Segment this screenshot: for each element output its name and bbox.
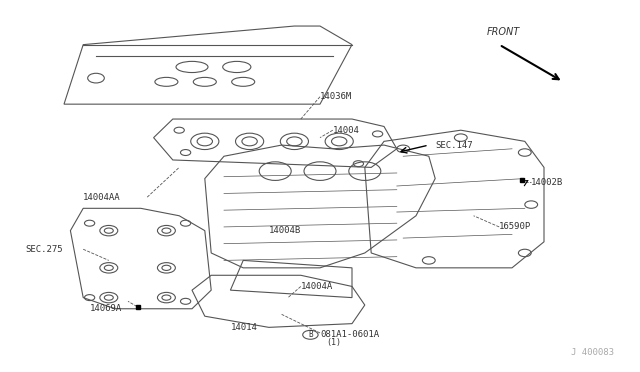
Text: 14069A: 14069A	[90, 304, 122, 313]
Text: 14036M: 14036M	[320, 92, 352, 101]
Text: (1): (1)	[326, 338, 341, 347]
Text: 14004AA: 14004AA	[83, 193, 121, 202]
Text: 081A1-0601A: 081A1-0601A	[320, 330, 379, 339]
Text: 16590P: 16590P	[499, 222, 531, 231]
Text: 14004A: 14004A	[301, 282, 333, 291]
Text: SEC.147: SEC.147	[435, 141, 473, 150]
Text: J 400083: J 400083	[572, 348, 614, 357]
Text: 14002B: 14002B	[531, 178, 563, 187]
Text: SEC.275: SEC.275	[26, 245, 63, 254]
Text: 14014: 14014	[230, 323, 257, 332]
Text: FRONT: FRONT	[486, 27, 520, 37]
Text: 14004B: 14004B	[269, 226, 301, 235]
Text: B: B	[308, 330, 313, 339]
Text: 14004: 14004	[333, 126, 360, 135]
